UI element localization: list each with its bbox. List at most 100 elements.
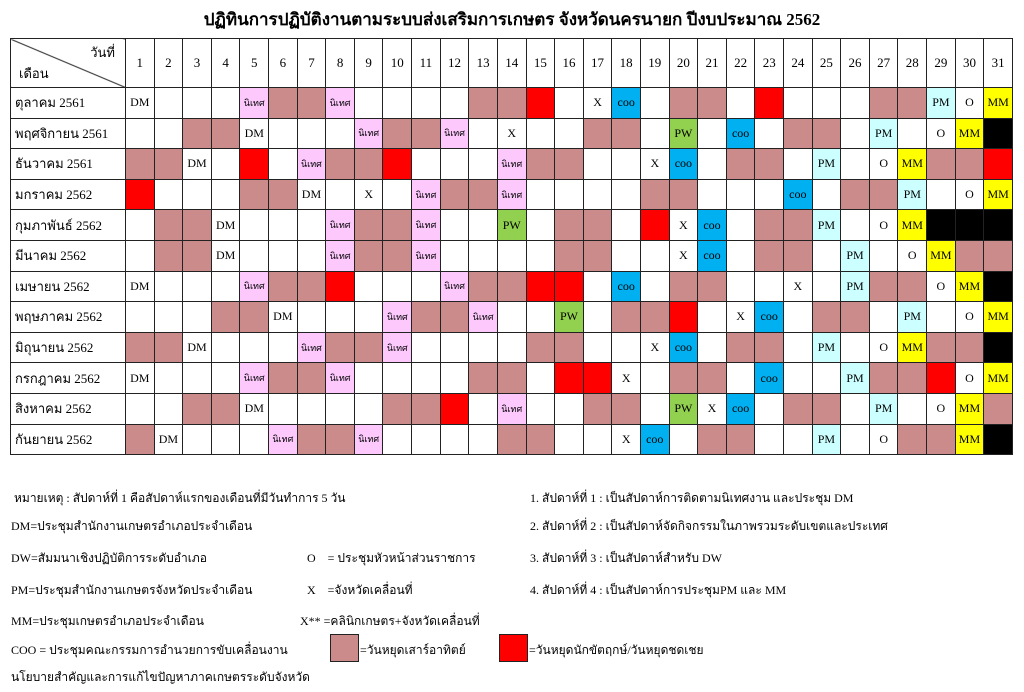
- empty-cell: [439, 423, 470, 456]
- empty-cell: [783, 362, 813, 394]
- nonexistent-day-cell: [983, 423, 1013, 456]
- empty-cell: [411, 148, 441, 180]
- empty-cell: [153, 301, 184, 333]
- empty-cell: [525, 117, 556, 150]
- activity-cell: DM: [239, 117, 270, 150]
- empty-cell: [296, 392, 327, 425]
- empty-cell: [296, 301, 327, 333]
- empty-cell: [210, 87, 241, 119]
- month-label: กรกฎาคม 2562: [10, 362, 126, 394]
- activity-cell: O: [926, 392, 956, 425]
- weekend-cell: [182, 239, 212, 272]
- empty-cell: [783, 331, 813, 364]
- day-header: 6: [268, 38, 298, 88]
- empty-cell: [639, 362, 670, 394]
- activity-cell: O: [954, 301, 985, 333]
- empty-cell: [353, 362, 384, 394]
- legend-coo: COO = ประชุมคณะกรรมการอำนวยการขับเคลื่อน…: [11, 643, 288, 657]
- activity-cell: MM: [983, 87, 1013, 119]
- weekend-cell: [411, 301, 441, 333]
- weekend-cell: [954, 239, 985, 272]
- activity-cell: MM: [897, 148, 928, 180]
- month-label: เมษายน 2562: [10, 270, 126, 303]
- activity-cell: PM: [811, 209, 842, 241]
- weekend-cell: [153, 209, 184, 241]
- activity-cell: PM: [868, 392, 899, 425]
- activity-cell: PW: [554, 301, 584, 333]
- activity-cell: DM: [125, 362, 155, 394]
- header-row: วันที่ เดือน 1 2 3 4 5 6 7 8 9 10 11 12 13 14 15 16 17 18…: [10, 38, 1013, 88]
- empty-cell: [725, 178, 756, 211]
- weekend-cell: [353, 331, 384, 364]
- activity-cell: นิเทศ: [325, 239, 355, 272]
- activity-cell: coo: [639, 423, 670, 456]
- activity-cell: O: [926, 270, 956, 303]
- weekend-cell: [868, 87, 899, 119]
- empty-cell: [811, 178, 842, 211]
- nonexistent-day-cell: [983, 331, 1013, 364]
- weekend-cell: [754, 331, 785, 364]
- activity-cell: นิเทศ: [353, 423, 384, 456]
- empty-cell: [153, 87, 184, 119]
- day-header: 12: [439, 38, 470, 88]
- weekend-cell: [382, 239, 413, 272]
- day-header: 10: [382, 38, 413, 88]
- activity-cell: PM: [897, 301, 928, 333]
- legend-dw: DW=สัมมนาเชิงปฏิบัติการระดับอำเภอ: [11, 551, 207, 565]
- weekend-cell: [926, 148, 956, 180]
- empty-cell: [439, 239, 470, 272]
- weekend-cell: [954, 331, 985, 364]
- activity-cell: นิเทศ: [325, 87, 355, 119]
- activity-cell: X: [725, 301, 756, 333]
- weekend-cell: [468, 270, 498, 303]
- weekend-cell: [496, 362, 527, 394]
- empty-cell: [182, 87, 212, 119]
- weekend-cell: [611, 117, 641, 150]
- empty-cell: [554, 87, 584, 119]
- weekend-cell: [382, 117, 413, 150]
- weekend-cell: [582, 209, 613, 241]
- weekend-cell: [754, 148, 785, 180]
- empty-cell: [554, 178, 584, 211]
- weekend-cell: [296, 362, 327, 394]
- empty-cell: [754, 392, 785, 425]
- weekend-cell: [926, 423, 956, 456]
- weekend-cell: [668, 270, 699, 303]
- weekend-cell: [639, 301, 670, 333]
- day-header: 8: [325, 38, 355, 88]
- empty-cell: [897, 392, 928, 425]
- empty-cell: [697, 148, 727, 180]
- weekend-cell: [439, 178, 470, 211]
- weekend-cell: [182, 392, 212, 425]
- empty-cell: [868, 301, 899, 333]
- empty-cell: [783, 148, 813, 180]
- empty-cell: [125, 209, 155, 241]
- weekend-cell: [611, 301, 641, 333]
- empty-cell: [468, 209, 498, 241]
- day-header: 3: [182, 38, 212, 88]
- empty-cell: [496, 331, 527, 364]
- holiday-cell: [554, 270, 584, 303]
- empty-cell: [754, 117, 785, 150]
- holiday-cell: [382, 148, 413, 180]
- weekend-cell: [897, 362, 928, 394]
- empty-cell: [382, 270, 413, 303]
- weekend-cell: [668, 362, 699, 394]
- table-row: พฤศจิกายน 2561 DM นิเทศ นิเทศ X PW coo PM O MM: [10, 117, 1013, 150]
- holiday-cell: [525, 87, 556, 119]
- empty-cell: [582, 423, 613, 456]
- empty-cell: [697, 117, 727, 150]
- empty-cell: [325, 117, 355, 150]
- weekend-cell: [725, 148, 756, 180]
- activity-cell: MM: [897, 331, 928, 364]
- empty-cell: [210, 178, 241, 211]
- activity-cell: X: [639, 148, 670, 180]
- weekend-cell: [811, 301, 842, 333]
- page-title: ปฏิทินการปฏิบัติงานตามระบบส่งเสริมการเกษ…: [203, 10, 821, 29]
- nonexistent-day-cell: [983, 117, 1013, 150]
- weekend-cell: [554, 209, 584, 241]
